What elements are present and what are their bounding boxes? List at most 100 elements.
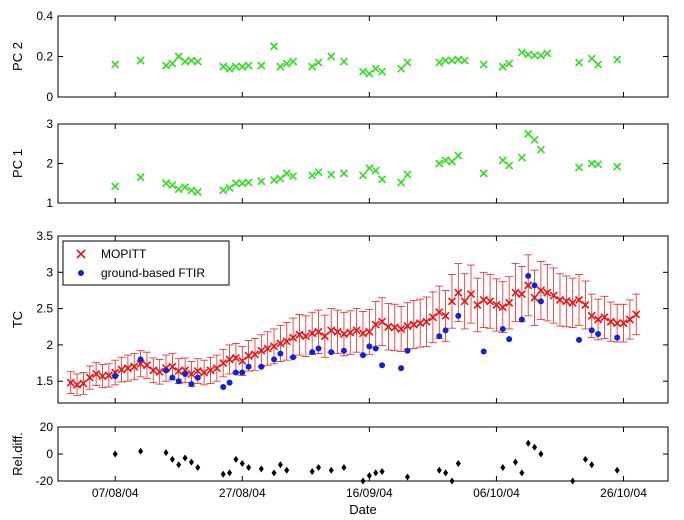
data-point	[220, 470, 226, 478]
y-tick-label: 1	[46, 196, 53, 210]
data-point	[614, 334, 621, 341]
data-point	[104, 371, 113, 380]
data-point	[225, 64, 234, 73]
data-point	[460, 297, 469, 306]
data-point	[435, 159, 444, 168]
data-point	[238, 179, 247, 188]
data-point	[339, 169, 349, 178]
data-point	[257, 61, 266, 70]
data-point	[257, 177, 266, 186]
data-point	[449, 477, 455, 485]
data-point	[428, 313, 437, 322]
data-point	[536, 286, 545, 295]
y-tick-label: 2	[46, 157, 53, 171]
y-tick-label: 1.5	[36, 374, 53, 388]
data-point	[403, 170, 412, 179]
data-point	[594, 315, 603, 324]
legend-box	[62, 240, 230, 286]
data-point	[231, 353, 240, 363]
x-axis-label: Date	[349, 502, 376, 517]
data-point	[193, 187, 202, 197]
data-point	[277, 461, 283, 469]
data-point	[130, 362, 139, 371]
data-point	[625, 315, 634, 324]
data-point	[588, 327, 595, 334]
data-point	[613, 319, 622, 328]
data-point	[314, 168, 323, 177]
data-point	[574, 58, 584, 67]
data-point	[282, 169, 291, 178]
data-point	[555, 295, 565, 304]
data-point	[163, 367, 170, 374]
data-point	[613, 55, 622, 64]
data-point	[574, 163, 584, 172]
data-point	[174, 52, 183, 61]
data-point	[182, 370, 189, 377]
data-point	[245, 363, 252, 370]
data-point	[244, 61, 253, 70]
data-point	[232, 369, 239, 376]
data-point	[587, 311, 596, 320]
y-tick-label: 2.5	[36, 302, 53, 316]
data-point	[161, 61, 171, 70]
data-point	[219, 186, 228, 195]
data-point	[212, 364, 221, 373]
y-tick-label: 3.5	[36, 229, 53, 243]
data-point	[149, 366, 158, 375]
data-point	[466, 290, 476, 299]
data-point	[403, 58, 412, 67]
data-point	[284, 466, 290, 474]
data-point	[537, 298, 544, 305]
y-tick-label: -20	[36, 474, 54, 488]
data-point	[498, 303, 507, 312]
data-point	[92, 369, 101, 379]
data-point	[308, 171, 317, 180]
data-point	[587, 54, 596, 63]
data-point	[339, 57, 349, 66]
legend-marker-dot	[78, 270, 84, 276]
data-point	[398, 365, 405, 372]
x-tick-label: 27/08/04	[219, 486, 266, 500]
data-point	[187, 186, 196, 195]
data-point	[543, 288, 552, 297]
data-point	[543, 49, 552, 58]
data-point	[530, 135, 539, 144]
plot-frame	[57, 123, 669, 204]
data-point	[455, 459, 461, 467]
data-point	[193, 57, 202, 66]
data-point	[594, 160, 603, 169]
data-point	[403, 321, 412, 331]
data-point	[301, 332, 310, 341]
data-point	[98, 372, 107, 381]
data-point	[358, 171, 368, 180]
data-point	[397, 324, 406, 334]
y-tick-label: 0.4	[36, 9, 53, 23]
data-point	[505, 298, 514, 307]
data-point	[188, 381, 195, 388]
data-point	[85, 373, 94, 382]
data-point	[314, 327, 323, 336]
data-point	[404, 473, 410, 481]
panel-2: 1 2 3 PC 1	[10, 117, 669, 210]
data-point	[239, 459, 245, 467]
data-point	[181, 57, 190, 66]
data-point	[441, 156, 450, 165]
plot-frame	[57, 235, 669, 404]
x-tick-label: 07/08/04	[92, 486, 139, 500]
data-point	[366, 472, 372, 480]
data-point	[276, 62, 285, 71]
data-point	[460, 56, 469, 65]
data-point	[511, 288, 520, 297]
data-point	[506, 336, 513, 343]
data-point	[435, 58, 444, 67]
panel-3: 1.5 2 2.5 3 3.5 TC	[10, 229, 669, 404]
data-point	[320, 332, 329, 341]
data-point	[379, 468, 385, 476]
data-point	[581, 300, 590, 310]
data-point	[358, 67, 368, 76]
data-point	[568, 298, 577, 307]
data-point	[195, 464, 201, 471]
data-point	[244, 178, 253, 187]
data-point	[441, 56, 450, 65]
